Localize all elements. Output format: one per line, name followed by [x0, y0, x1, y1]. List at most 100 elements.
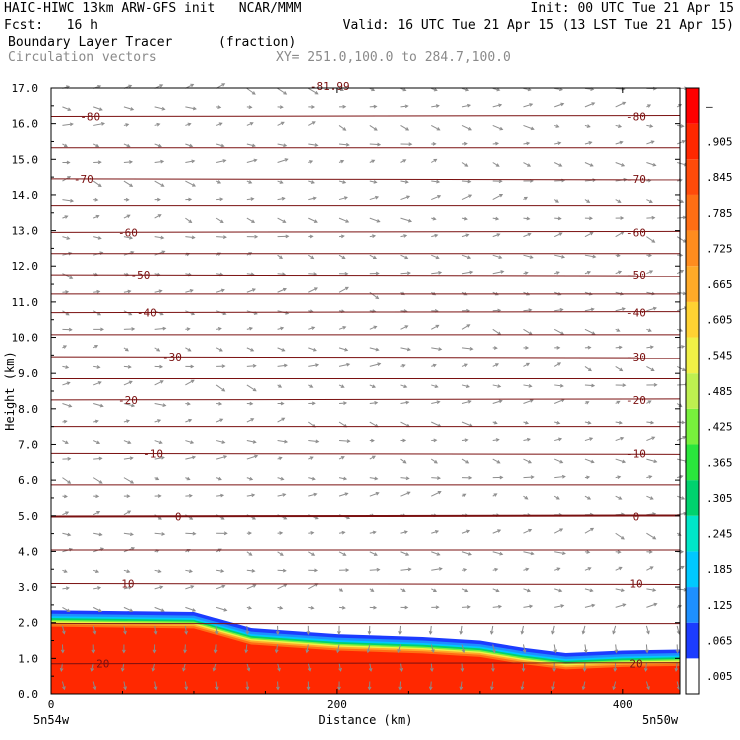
vector-head: [491, 668, 495, 673]
vector-head: [528, 528, 533, 533]
vector-shaft: [308, 364, 319, 367]
vector-arrow: [246, 584, 257, 590]
vector-arrow: [338, 142, 350, 147]
vector-shaft: [676, 236, 687, 243]
vector-head: [465, 87, 470, 92]
vector-head: [282, 493, 287, 497]
vector-head: [309, 234, 314, 239]
vector-head: [405, 127, 410, 131]
vector-shaft: [584, 604, 595, 608]
vector-head: [589, 216, 593, 221]
vector-head: [217, 105, 222, 110]
vector-shaft: [93, 457, 102, 460]
vector-shaft: [277, 493, 286, 497]
contour-label: -20: [118, 394, 138, 407]
vector-head: [345, 568, 350, 572]
vector-arrow: [308, 105, 316, 109]
vector-arrow: [185, 197, 193, 202]
vector-arrow: [646, 458, 658, 464]
vector-arrow: [584, 270, 592, 275]
vector-arrow: [245, 681, 250, 691]
vector-head: [59, 667, 64, 672]
vector-shaft: [461, 551, 472, 556]
vector-head: [618, 124, 623, 128]
vector-head: [221, 364, 226, 369]
vector-arrow: [553, 362, 562, 367]
vector-shaft: [582, 681, 586, 690]
vector-arrow: [185, 106, 197, 111]
vector-shaft: [675, 662, 678, 671]
vector-arrow: [400, 384, 408, 389]
vector-shaft: [154, 327, 166, 330]
vector-arrow: [93, 160, 102, 165]
vector-arrow: [492, 270, 505, 275]
vector-head: [67, 480, 72, 484]
vector-shaft: [490, 625, 494, 634]
vector-arrow: [646, 475, 653, 479]
y-tick-label: 16.0: [12, 118, 39, 131]
vector-shaft: [215, 585, 225, 590]
vector-head: [219, 418, 224, 422]
vector-shaft: [215, 418, 223, 423]
vector-head: [465, 384, 470, 388]
vector-head: [436, 127, 441, 131]
vector-arrow: [431, 476, 441, 480]
vector-shaft: [615, 495, 622, 500]
vector-arrow: [154, 419, 162, 423]
vector-head: [190, 585, 195, 589]
vector-arrow: [338, 362, 351, 367]
vector-arrow: [92, 477, 103, 484]
vector-arrow: [184, 681, 189, 691]
vector-head: [314, 143, 319, 147]
vector-head: [649, 124, 654, 128]
vector-head: [248, 252, 253, 256]
vector-arrow: [431, 588, 438, 592]
y-tick-label: 2.0: [18, 617, 38, 630]
vector-arrow: [277, 287, 287, 293]
vector-arrow: [61, 681, 66, 691]
vector-head: [67, 107, 72, 111]
vector-head: [279, 531, 284, 535]
vector-arrow: [308, 217, 318, 223]
vector-shaft: [185, 419, 192, 423]
vector-head: [96, 365, 101, 369]
vector-shaft: [185, 180, 196, 187]
vector-arrow: [62, 381, 71, 386]
vector-arrow: [154, 455, 165, 460]
vector-arrow: [615, 140, 624, 145]
vector-shaft: [246, 455, 258, 460]
vector-shaft: [308, 87, 318, 95]
vector-arrow: [246, 197, 255, 201]
vector-arrow: [154, 532, 166, 536]
vector-head: [276, 686, 280, 691]
vector-arrow: [615, 436, 625, 442]
vector-head: [157, 419, 162, 423]
vector-arrow: [306, 681, 311, 691]
vector-shaft: [246, 662, 250, 671]
model-title: HAIC-HIWC 13km ARW-GFS init NCAR/MMM: [4, 1, 302, 16]
vector-arrow: [612, 625, 617, 635]
vector-head: [464, 163, 469, 167]
vector-arrow: [615, 550, 622, 554]
vector-arrow: [584, 162, 594, 167]
vector-head: [275, 630, 280, 635]
colorbar-segment: [686, 266, 699, 302]
vector-arrow: [308, 551, 316, 556]
vector-shaft: [523, 362, 530, 367]
vector-head: [402, 159, 407, 163]
vector-shaft: [615, 365, 623, 371]
vector-shaft: [615, 307, 626, 312]
vector-head: [399, 667, 404, 672]
vector-shaft: [123, 106, 134, 111]
vector-shaft: [676, 625, 680, 634]
vector-head: [187, 122, 192, 127]
vector-shaft: [615, 437, 624, 442]
vector-arrow: [461, 588, 469, 593]
vector-arrow: [154, 289, 163, 294]
vector-arrow: [676, 104, 683, 108]
vector-head: [373, 552, 378, 556]
vector-head: [95, 214, 100, 219]
vector-head: [649, 270, 654, 274]
vector-head: [497, 308, 502, 313]
vector-shaft: [429, 625, 432, 634]
